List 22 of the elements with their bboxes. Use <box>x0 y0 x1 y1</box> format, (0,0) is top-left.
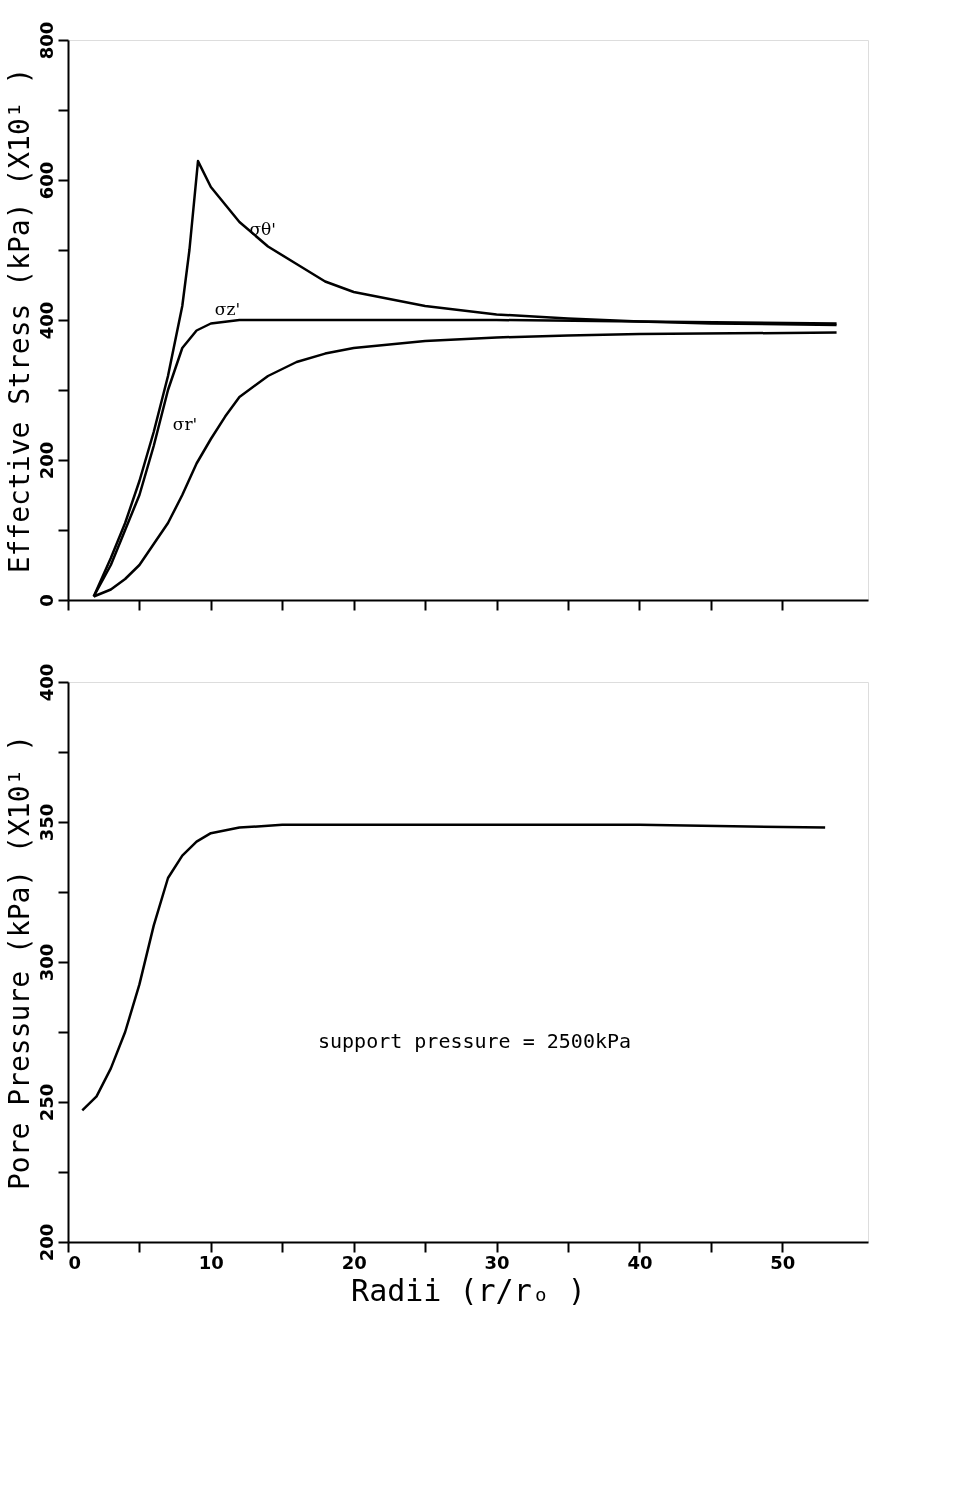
y-tick-label: 0 <box>35 594 57 607</box>
x-tick-label: 50 <box>770 1251 796 1273</box>
y-tick-label: 600 <box>35 161 57 200</box>
y-axis-title: Effective Stress (kPa) (X10¹ ) <box>2 67 36 574</box>
x-tick-label: 10 <box>198 1251 224 1273</box>
annotation: support pressure = 2500kPa <box>318 1029 632 1053</box>
x-tick-label: 30 <box>484 1251 510 1273</box>
y-tick-label: 350 <box>35 803 57 842</box>
y-tick-label: 400 <box>35 301 57 340</box>
x-tick-label: 20 <box>341 1251 367 1273</box>
x-tick-label: 0 <box>68 1251 82 1273</box>
x-axis-title: Radii (r/rₒ ) <box>351 1272 586 1308</box>
y-tick-label: 400 <box>35 663 57 702</box>
y-tick-label: 300 <box>35 943 57 982</box>
y-tick-label: 250 <box>35 1083 57 1122</box>
series-label: σz' <box>214 298 241 319</box>
y-axis-title: Pore Pressure (kPa) (X10¹ ) <box>2 734 36 1191</box>
x-tick-label: 40 <box>627 1251 653 1273</box>
y-tick-label: 800 <box>35 21 57 60</box>
series-label: σr' <box>172 414 198 434</box>
y-tick-label: 200 <box>35 441 57 480</box>
y-tick-label: 200 <box>35 1223 57 1262</box>
